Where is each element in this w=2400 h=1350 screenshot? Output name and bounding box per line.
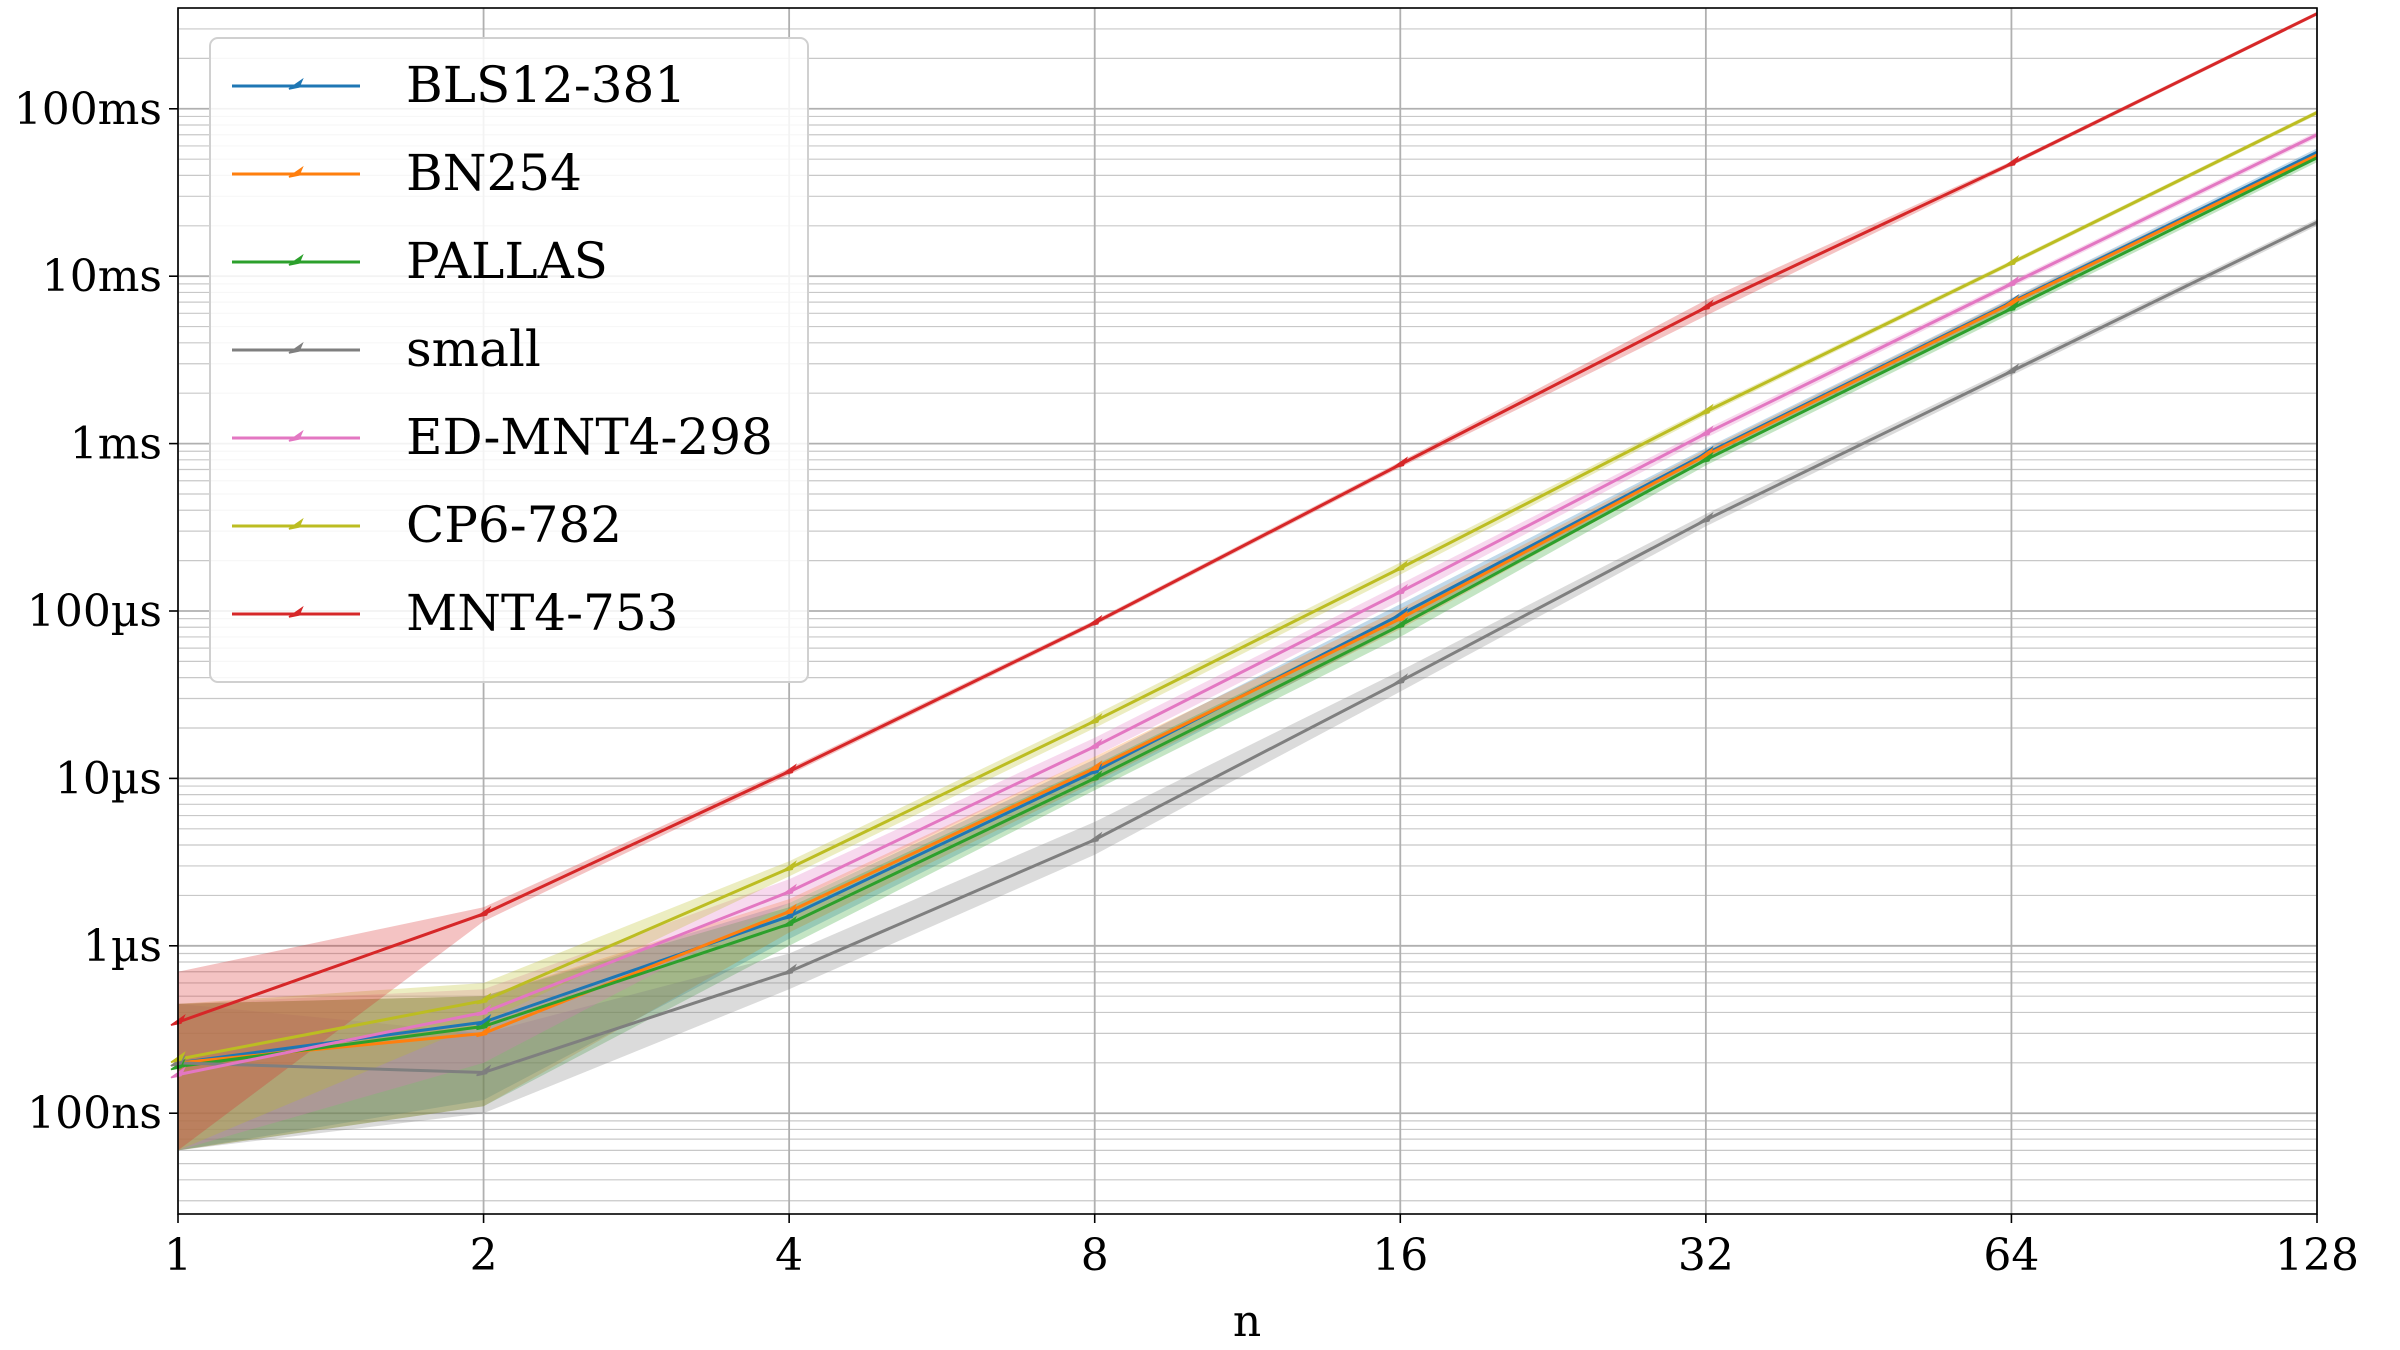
point-mnt4-753: [476, 905, 492, 918]
x-tick-label: 1: [164, 1230, 192, 1281]
y-tick-label: 1µs: [83, 921, 162, 972]
legend-label: MNT4-753: [406, 584, 678, 642]
band-small: [178, 218, 2317, 1151]
series-lines: [177, 12, 2318, 1077]
x-tick-label: 128: [2275, 1230, 2359, 1281]
legend-marker-cp6-782: [288, 517, 304, 530]
point-ed-mnt4-298: [1698, 425, 1714, 438]
confidence-bands: [178, 11, 2317, 1151]
line-small: [177, 220, 2318, 1075]
point-ed-mnt4-298: [2004, 275, 2020, 288]
point-mnt4-753: [1087, 614, 1103, 627]
point-cp6-782: [2004, 254, 2020, 267]
point-bn254: [476, 1025, 492, 1038]
line-bn254: [177, 153, 2318, 1065]
y-tick-label: 100ms: [14, 84, 162, 135]
x-tick-label: 16: [1372, 1230, 1428, 1281]
point-bn254: [781, 903, 797, 916]
point-cp6-782: [1087, 712, 1103, 725]
legend-box: [209, 37, 809, 683]
point-small: [1087, 831, 1103, 844]
point-cp6-782: [781, 860, 797, 873]
point-small: [1392, 673, 1409, 686]
x-tick-label: 32: [1678, 1230, 1734, 1281]
point-pallas: [1698, 451, 1714, 464]
x-tick-label: 2: [470, 1230, 498, 1281]
point-cp6-782: [476, 992, 492, 1005]
band-ed-mnt4-298: [178, 131, 2317, 1151]
legend-marker-pallas: [288, 253, 304, 266]
point-pallas: [2004, 300, 2020, 313]
point-ed-mnt4-298: [1087, 738, 1103, 751]
point-pallas: [781, 915, 797, 928]
legend-label: BLS12-381: [406, 56, 686, 114]
point-cp6-782: [1392, 560, 1409, 573]
y-tick-label: 100µs: [27, 586, 162, 637]
y-tick-label: 100ns: [27, 1088, 162, 1139]
y-tick-label: 1ms: [70, 419, 162, 470]
series-markers: [170, 155, 2020, 1079]
legend-label: small: [406, 320, 541, 378]
point-ed-mnt4-298: [1392, 583, 1409, 596]
point-bn254: [1087, 760, 1103, 772]
x-tick-label: 4: [775, 1230, 803, 1281]
line-mnt4-753: [177, 12, 2318, 1024]
legend: BLS12-381 BN254 PALLAS small ED-MNT4-298 CP6-…: [209, 37, 809, 683]
line-pallas: [177, 156, 2318, 1069]
point-mnt4-753: [1392, 456, 1409, 469]
point-pallas: [1392, 617, 1409, 630]
x-tick-label: 8: [1081, 1230, 1109, 1281]
point-small: [781, 963, 797, 976]
point-ed-mnt4-298: [781, 883, 797, 896]
band-bn254: [178, 150, 2317, 1151]
y-tick-label: 10ms: [42, 251, 162, 302]
legend-label: CP6-782: [406, 496, 622, 554]
point-pallas: [1087, 770, 1103, 783]
point-cp6-782: [1698, 403, 1714, 416]
point-mnt4-753: [781, 763, 797, 776]
point-bn254: [1392, 610, 1409, 623]
point-ed-mnt4-298: [476, 1004, 492, 1017]
point-small: [2004, 363, 2020, 376]
y-tick-label: 10µs: [55, 753, 162, 804]
legend-marker-bls12-381: [288, 77, 304, 90]
legend-marker-ed-mnt4-298: [288, 429, 304, 442]
legend-marker-bn254: [288, 165, 304, 178]
band-bls12-381: [178, 148, 2317, 1151]
point-mnt4-753: [1698, 299, 1714, 312]
line-ed-mnt4-298: [177, 133, 2318, 1077]
line-cp6-782: [177, 111, 2318, 1061]
x-axis-label: n: [1233, 1296, 1261, 1347]
legend-label: ED-MNT4-298: [406, 408, 773, 466]
point-small: [1698, 511, 1714, 524]
legend-marker-small: [288, 341, 304, 354]
point-small: [476, 1064, 492, 1077]
point-mnt4-753: [2004, 155, 2020, 168]
x-axis-ticks: 1 2 4 8 16 32 64 128: [164, 1214, 2359, 1281]
band-pallas: [178, 153, 2317, 1151]
legend-label: PALLAS: [406, 232, 608, 290]
legend-marker-mnt4-753: [288, 605, 304, 618]
y-axis-ticks: 100ns 1µs 10µs 100µs 1ms 10ms 100ms: [14, 84, 178, 1139]
x-tick-label: 64: [1983, 1230, 2039, 1281]
legend-label: BN254: [406, 144, 582, 202]
point-bn254: [2004, 295, 2020, 307]
band-cp6-782: [178, 110, 2317, 1151]
point-pallas: [476, 1018, 492, 1031]
